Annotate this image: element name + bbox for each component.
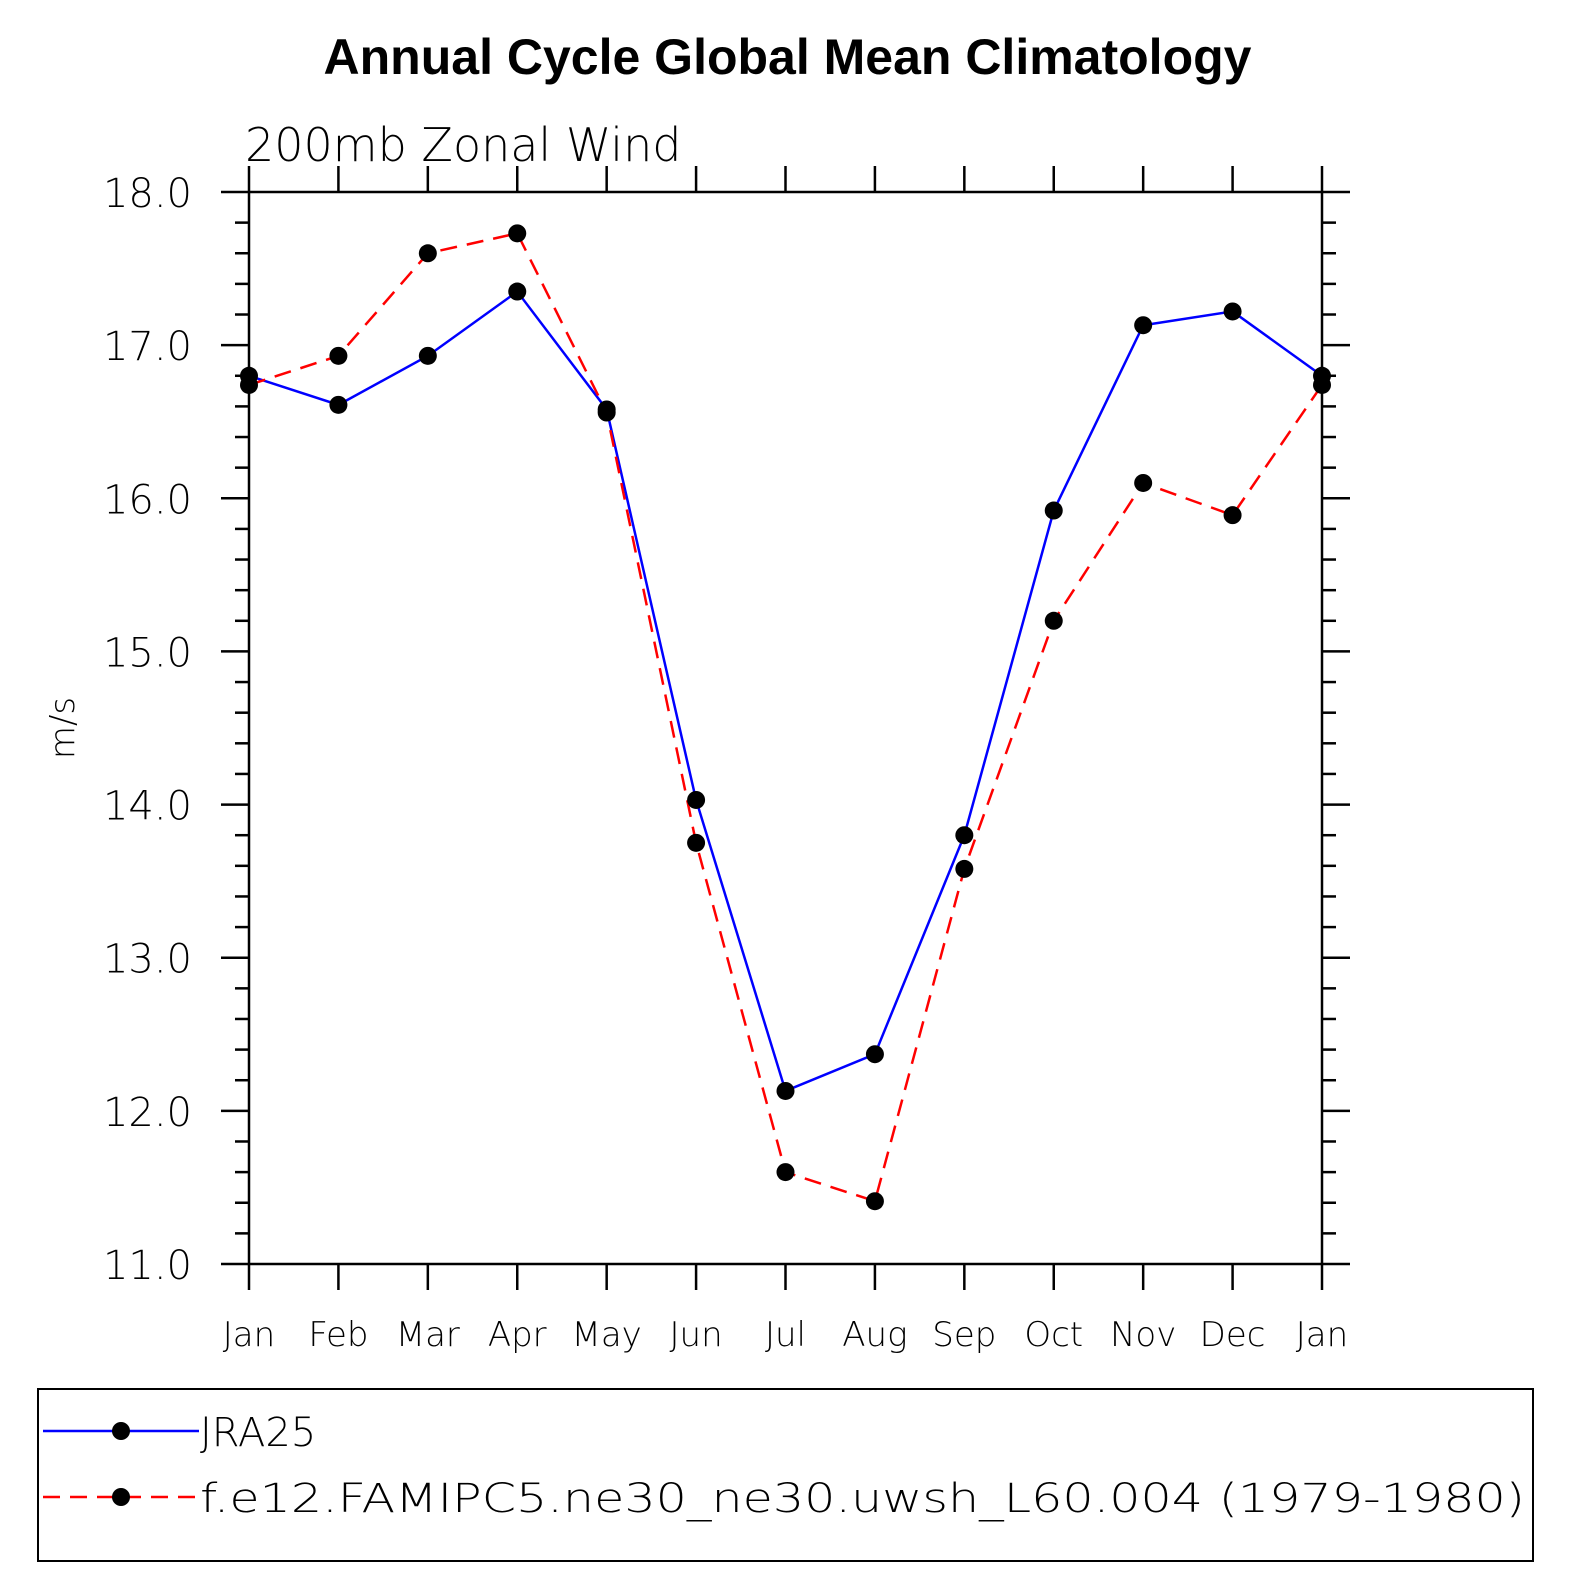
y-tick-label: 16.0 xyxy=(103,477,192,523)
series-point-0 xyxy=(687,790,706,809)
y-tick-labels: 11.0 12.0 13.0 14.0 15.0 16.0 17.0 18.0 xyxy=(103,171,192,1289)
x-tick-label: Aug xyxy=(842,1315,907,1355)
x-tick-label: Mar xyxy=(396,1315,460,1355)
series-point-0 xyxy=(329,395,348,414)
series-point-1 xyxy=(1313,375,1331,394)
x-tick-label: Jan xyxy=(1296,1315,1348,1355)
series-point-1 xyxy=(1044,611,1063,630)
x-tick-label: May xyxy=(572,1315,642,1355)
series-point-0 xyxy=(418,346,437,365)
x-tick-label: Apr xyxy=(488,1315,547,1355)
series-point-1 xyxy=(508,224,527,243)
x-tick-label: Oct xyxy=(1024,1315,1083,1355)
y-tick-label: 11.0 xyxy=(103,1243,192,1289)
series-point-1 xyxy=(1223,506,1242,525)
legend-item-model: f.e12.FAMIPC5.ne30_ne30.uwsh_L60.004 (19… xyxy=(43,1476,1525,1522)
y-tick-label: 13.0 xyxy=(103,937,192,983)
y-tick-label: 17.0 xyxy=(103,324,192,370)
series-point-1 xyxy=(955,859,974,878)
legend-item-jra25: JRA25 xyxy=(43,1410,316,1456)
series-line-1 xyxy=(248,231,1324,1203)
series-point-0 xyxy=(1223,302,1242,321)
series-line-0 xyxy=(248,289,1323,1093)
x-tick-label: Dec xyxy=(1200,1315,1266,1355)
x-tick-label: Jul xyxy=(765,1315,806,1355)
series-point-1 xyxy=(597,403,616,422)
x-tick-label: Jun xyxy=(670,1315,723,1355)
x-tick-labels: Jan Feb Mar Apr May Jun Jul Aug Sep Oct Nov Dec Jan xyxy=(223,1315,1348,1355)
y-tick-label: 14.0 xyxy=(103,784,192,830)
series-point-0 xyxy=(508,282,527,301)
chart-subtitle: 200mb Zonal Wind xyxy=(245,118,681,172)
series-point-0 xyxy=(1134,316,1153,335)
legend-marker-model xyxy=(112,1488,130,1506)
y-axis-label: m/s xyxy=(43,697,83,759)
y-tick-label: 12.0 xyxy=(103,1090,192,1136)
x-tick-label: Jan xyxy=(223,1315,275,1355)
x-tick-label: Nov xyxy=(1110,1315,1176,1355)
y-tick-label: 18.0 xyxy=(103,171,192,217)
series-point-1 xyxy=(1134,473,1153,492)
chart-title: Annual Cycle Global Mean Climatology xyxy=(323,29,1252,85)
series-point-1 xyxy=(687,833,706,852)
plot-frame xyxy=(247,190,1324,1266)
series-point-1 xyxy=(329,346,348,365)
series-point-1 xyxy=(418,244,437,263)
series-point-0 xyxy=(1044,501,1063,520)
series-point-1 xyxy=(865,1192,884,1211)
x-tick-label: Feb xyxy=(308,1315,368,1355)
series-point-0 xyxy=(955,826,974,845)
series-point-1 xyxy=(776,1163,795,1182)
legend-marker-jra25 xyxy=(112,1422,130,1440)
legend-box xyxy=(37,1388,1534,1562)
series-point-0 xyxy=(865,1045,884,1064)
series-point-0 xyxy=(776,1081,795,1100)
x-tick-label: Sep xyxy=(932,1315,996,1355)
axis-ticks xyxy=(221,166,1350,1290)
legend-label-model: f.e12.FAMIPC5.ne30_ne30.uwsh_L60.004 (19… xyxy=(200,1476,1525,1522)
series-point-1 xyxy=(240,375,258,394)
legend-label-jra25: JRA25 xyxy=(200,1410,316,1456)
y-tick-label: 15.0 xyxy=(103,630,192,676)
series-layer xyxy=(240,224,1331,1211)
